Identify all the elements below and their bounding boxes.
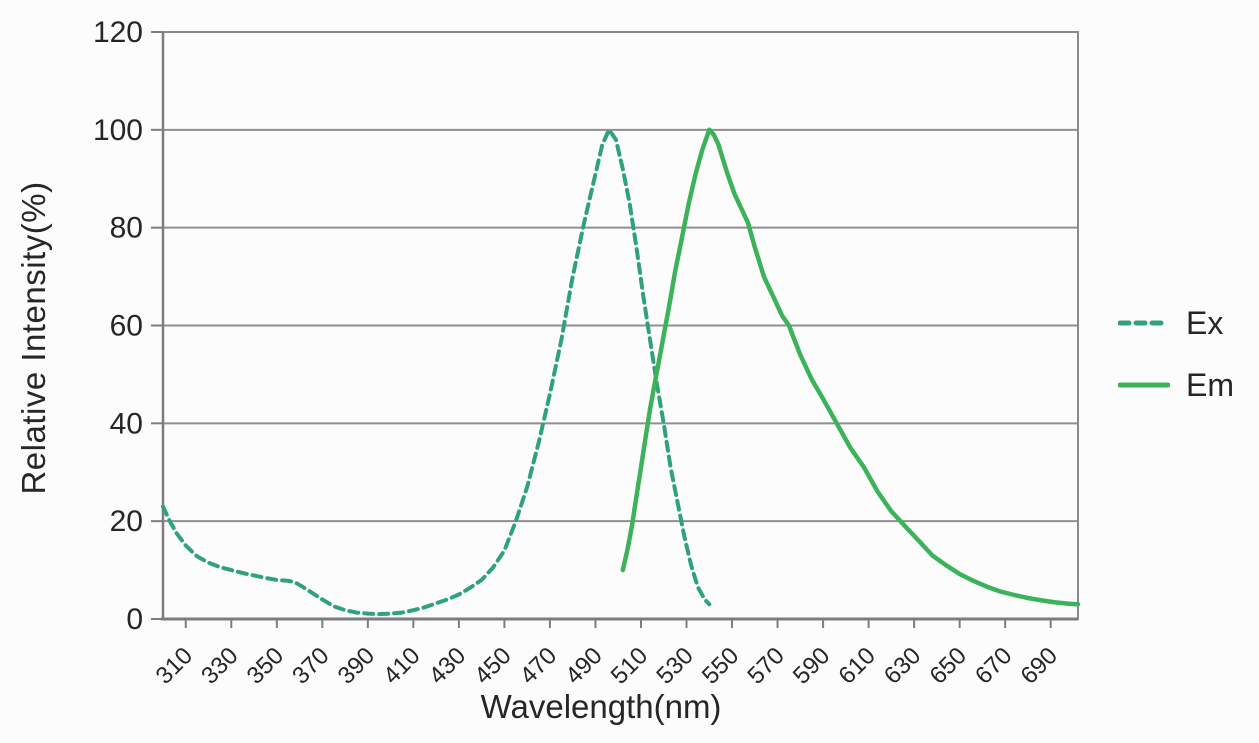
x-tick-label: 310 xyxy=(151,642,198,689)
x-tick-label: 670 xyxy=(970,642,1017,689)
legend-em-solid-line-icon xyxy=(1118,382,1170,388)
x-tick-label: 410 xyxy=(378,642,425,689)
legend: Ex Em xyxy=(1118,303,1234,405)
x-tick-label: 390 xyxy=(333,642,380,689)
x-tick-label: 630 xyxy=(879,642,926,689)
x-tick-label: 370 xyxy=(287,642,334,689)
y-tick-label: 20 xyxy=(110,505,143,538)
legend-ex-dashed-line-icon xyxy=(1118,320,1170,326)
legend-label-em: Em xyxy=(1186,367,1234,403)
x-tick-label: 550 xyxy=(697,642,744,689)
x-tick-label: 450 xyxy=(469,642,516,689)
x-tick-label: 350 xyxy=(242,642,289,689)
y-tick-label: 80 xyxy=(110,212,143,245)
x-tick-label: 690 xyxy=(1016,642,1063,689)
series-curve-em xyxy=(620,127,1081,607)
x-tick-label: 570 xyxy=(742,642,789,689)
y-tick-label: 60 xyxy=(110,310,143,343)
x-tick-label: 530 xyxy=(651,642,698,689)
series-curve-ex xyxy=(161,127,712,617)
y-axis-title: Relative Intensity(%) xyxy=(15,181,52,495)
y-tick-label: 120 xyxy=(93,16,143,49)
x-axis-title: Wavelength(nm) xyxy=(480,688,722,725)
x-tick-label: 650 xyxy=(924,642,971,689)
x-tick-label: 510 xyxy=(606,642,653,689)
y-tick-label: 100 xyxy=(93,114,143,147)
legend-label-ex: Ex xyxy=(1186,305,1224,341)
x-tick-label: 470 xyxy=(515,642,562,689)
x-tick-label: 330 xyxy=(196,642,243,689)
legend-item-em: Em xyxy=(1118,365,1234,405)
x-tick-label: 430 xyxy=(424,642,471,689)
x-tick-label: 590 xyxy=(788,642,835,689)
y-tick-label: 40 xyxy=(110,407,143,440)
x-tick-label: 490 xyxy=(560,642,607,689)
x-tick-label: 610 xyxy=(833,642,880,689)
legend-item-ex: Ex xyxy=(1118,303,1234,343)
y-tick-label: 0 xyxy=(126,603,143,636)
